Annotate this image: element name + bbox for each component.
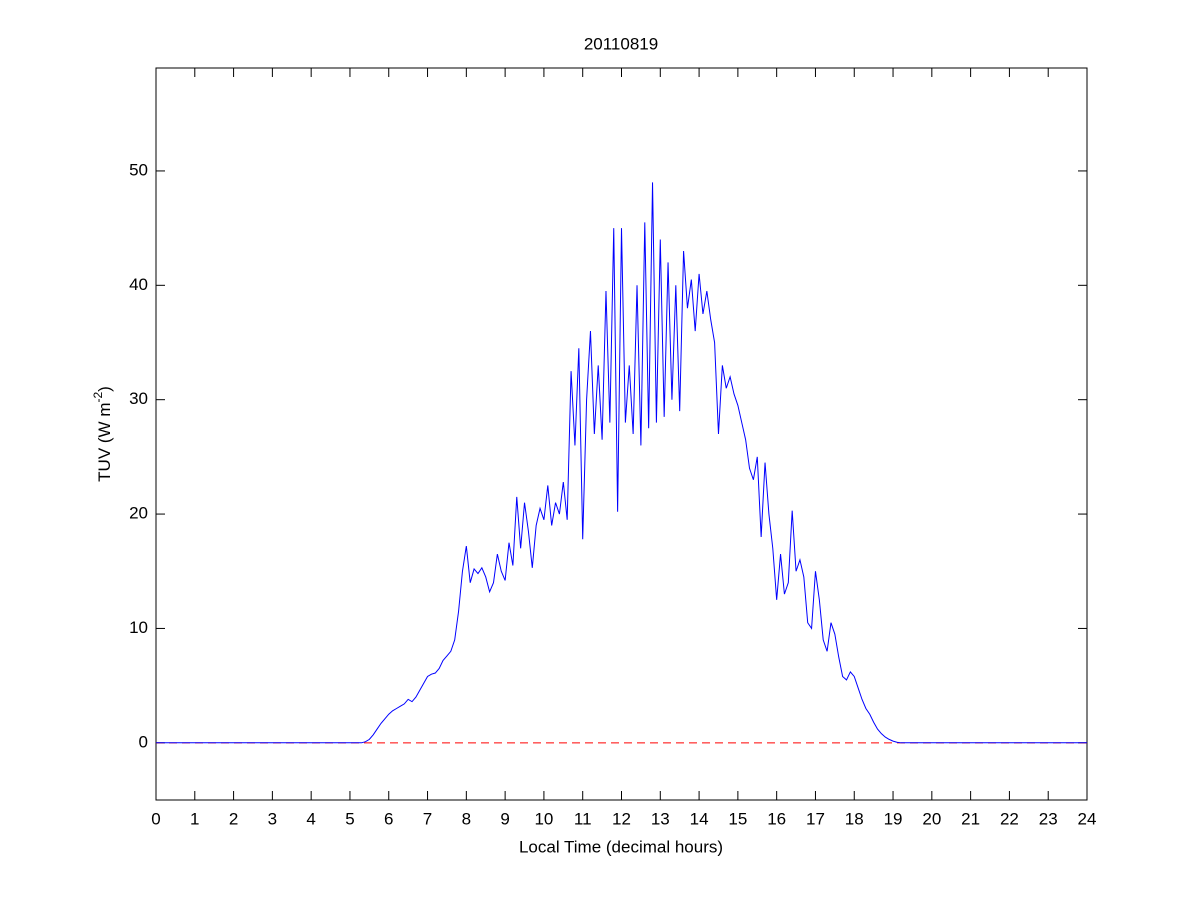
x-tick-label: 16: [767, 809, 786, 828]
x-tick-label: 21: [961, 809, 980, 828]
x-tick-label: 9: [500, 809, 509, 828]
x-tick-label: 0: [151, 809, 160, 828]
x-tick-label: 12: [612, 809, 631, 828]
x-tick-label: 18: [845, 809, 864, 828]
y-tick-label: 20: [129, 504, 148, 523]
x-tick-label: 10: [534, 809, 553, 828]
x-tick-label: 8: [462, 809, 471, 828]
y-tick-label: 10: [129, 618, 148, 637]
x-tick-label: 20: [922, 809, 941, 828]
y-axis-label-end: ): [95, 386, 114, 392]
x-tick-label: 23: [1039, 809, 1058, 828]
x-tick-label: 1: [190, 809, 199, 828]
y-axis-label-sup: -2: [91, 392, 105, 403]
data-line: [156, 182, 1087, 744]
x-tick-label: 17: [806, 809, 825, 828]
plot-area: [155, 67, 1088, 801]
x-tick-label: 5: [345, 809, 354, 828]
x-tick-label: 15: [728, 809, 747, 828]
x-tick-label: 4: [306, 809, 315, 828]
chart-title: 20110819: [584, 34, 658, 53]
x-tick-label: 3: [268, 809, 277, 828]
y-axis-label: TUV (W m-2): [91, 386, 114, 482]
y-tick-label: 30: [129, 389, 148, 408]
y-tick-label: 50: [129, 160, 148, 179]
x-tick-label: 6: [384, 809, 393, 828]
y-tick-label: 0: [139, 732, 148, 751]
y-axis-label-text: TUV (W m: [95, 403, 114, 482]
x-tick-label: 19: [884, 809, 903, 828]
x-tick-label: 14: [690, 809, 709, 828]
x-tick-label: 22: [1000, 809, 1019, 828]
x-tick-label: 24: [1078, 809, 1097, 828]
x-tick-label: 2: [229, 809, 238, 828]
x-tick-label: 13: [651, 809, 670, 828]
y-tick-label: 40: [129, 275, 148, 294]
x-tick-label: 11: [574, 809, 592, 828]
x-axis-label: Local Time (decimal hours): [519, 837, 723, 856]
x-tick-label: 7: [423, 809, 432, 828]
